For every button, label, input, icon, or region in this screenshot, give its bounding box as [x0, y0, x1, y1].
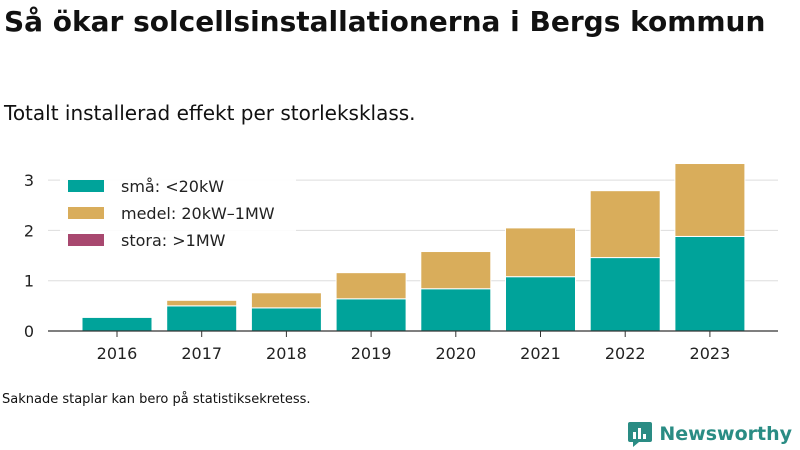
bar-segment: [335, 298, 407, 332]
newsworthy-logo-icon: [628, 422, 653, 447]
bar-segment: [505, 276, 576, 332]
y-tick-label: 3: [24, 171, 34, 190]
chart-subtitle: Totalt installerad effekt per storlekskl…: [4, 101, 416, 125]
x-tick-label: 2017: [181, 344, 222, 363]
legend: små: <20kW medel: 20kW–1MW stora: >1MW: [60, 175, 296, 259]
chart-title: Så ökar solcellsinstallationerna i Bergs…: [4, 5, 766, 38]
bar-segment: [166, 299, 238, 307]
x-tick-label: 2019: [351, 344, 392, 363]
bar-segment: [505, 227, 576, 278]
x-tick-label: 2020: [435, 344, 476, 363]
y-tick-label: 0: [24, 322, 34, 341]
brand: Newsworthy: [627, 420, 792, 448]
x-tick-label: 2018: [266, 344, 307, 363]
stacked-bar-chart: 0 1 2 3 2016 2017 2018 2019 2020 2021 2022 2023 små…: [24, 163, 778, 363]
bar-layer: [81, 163, 746, 332]
bar-segment: [335, 272, 407, 300]
bar-segment: [250, 307, 322, 332]
bar-segment: [250, 292, 322, 309]
legend-label: små: <20kW: [121, 177, 224, 196]
axis-layer: 0 1 2 3 2016 2017 2018 2019 2020 2021 2022 2023: [24, 171, 778, 363]
x-tick-label: 2022: [605, 344, 646, 363]
bar-segment: [674, 163, 746, 237]
legend-swatch: [68, 234, 104, 246]
bar-segment: [166, 305, 238, 332]
bar-segment: [420, 288, 492, 332]
x-tick-label: 2023: [690, 344, 731, 363]
legend-swatch: [68, 180, 104, 192]
legend-label: medel: 20kW–1MW: [121, 204, 275, 223]
bar-segment: [420, 251, 492, 290]
x-tick-label: 2016: [97, 344, 138, 363]
bar-segment: [589, 257, 661, 332]
y-tick-label: 1: [24, 272, 34, 291]
x-tick-label: 2021: [520, 344, 561, 363]
legend-label: stora: >1MW: [121, 231, 226, 250]
legend-swatch: [68, 207, 104, 219]
bar-segment: [81, 316, 153, 332]
footnote: Saknade staplar kan bero på statistiksek…: [2, 392, 311, 407]
bar-segment: [589, 190, 661, 259]
brand-name: Newsworthy: [659, 423, 792, 445]
y-tick-label: 2: [24, 221, 34, 240]
bar-segment: [674, 235, 746, 332]
